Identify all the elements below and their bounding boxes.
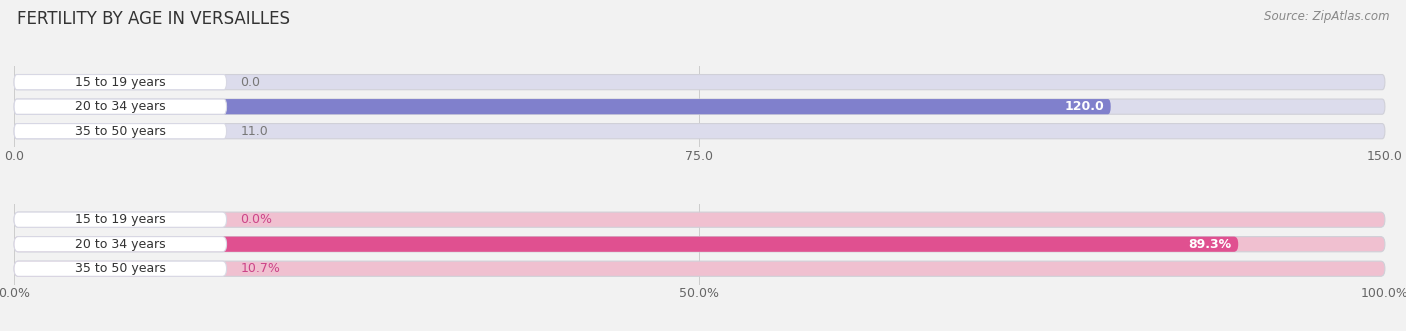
FancyBboxPatch shape <box>14 212 226 227</box>
FancyBboxPatch shape <box>14 237 1385 252</box>
FancyBboxPatch shape <box>14 123 226 139</box>
FancyBboxPatch shape <box>14 237 1239 252</box>
FancyBboxPatch shape <box>14 99 1385 114</box>
FancyBboxPatch shape <box>14 123 1385 139</box>
FancyBboxPatch shape <box>14 99 1111 114</box>
FancyBboxPatch shape <box>14 237 226 252</box>
Text: 0.0: 0.0 <box>240 76 260 89</box>
Text: 15 to 19 years: 15 to 19 years <box>75 213 166 226</box>
FancyBboxPatch shape <box>14 261 160 276</box>
Text: 120.0: 120.0 <box>1064 100 1104 113</box>
Text: 0.0%: 0.0% <box>240 213 273 226</box>
FancyBboxPatch shape <box>14 74 1385 90</box>
Text: 89.3%: 89.3% <box>1188 238 1232 251</box>
FancyBboxPatch shape <box>14 261 1385 276</box>
FancyBboxPatch shape <box>14 212 1385 227</box>
FancyBboxPatch shape <box>14 74 226 90</box>
Text: 20 to 34 years: 20 to 34 years <box>75 100 166 113</box>
Text: 10.7%: 10.7% <box>240 262 280 275</box>
FancyBboxPatch shape <box>14 99 226 114</box>
Text: 35 to 50 years: 35 to 50 years <box>75 262 166 275</box>
Text: 20 to 34 years: 20 to 34 years <box>75 238 166 251</box>
Text: Source: ZipAtlas.com: Source: ZipAtlas.com <box>1264 10 1389 23</box>
Text: 15 to 19 years: 15 to 19 years <box>75 76 166 89</box>
FancyBboxPatch shape <box>14 261 226 276</box>
Text: 11.0: 11.0 <box>240 125 269 138</box>
Text: FERTILITY BY AGE IN VERSAILLES: FERTILITY BY AGE IN VERSAILLES <box>17 10 290 28</box>
Text: 35 to 50 years: 35 to 50 years <box>75 125 166 138</box>
FancyBboxPatch shape <box>14 123 115 139</box>
